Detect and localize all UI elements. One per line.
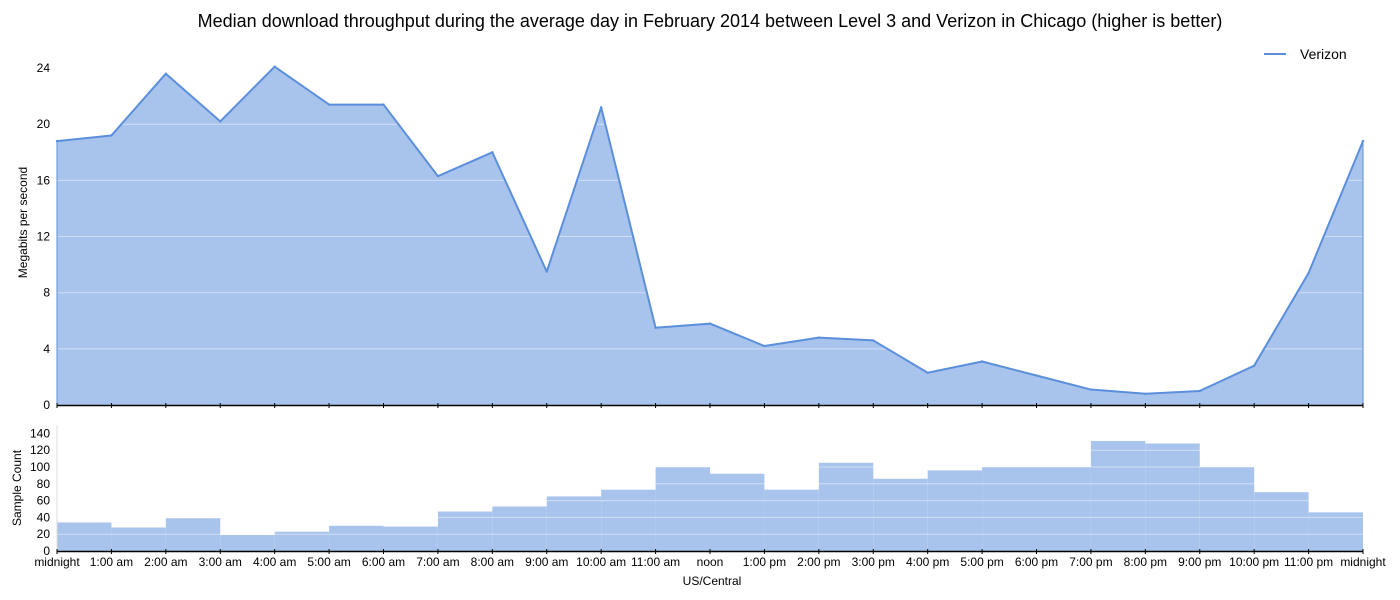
data-point — [872, 339, 875, 342]
x-tick-label: 2:00 pm — [797, 555, 840, 569]
data-point — [1252, 364, 1256, 367]
bar — [383, 526, 438, 551]
y-tick-label: 0 — [43, 398, 50, 412]
legend-label-verizon: Verizon — [1300, 46, 1347, 62]
chart-title: Median download throughput during the av… — [198, 11, 1223, 31]
bar — [57, 522, 112, 551]
x-tick-label: 8:00 am — [471, 555, 514, 569]
x-tick-label: 3:00 am — [199, 555, 242, 569]
x-tick-label: 11:00 pm — [1284, 555, 1333, 569]
data-point — [273, 65, 276, 68]
y-tick-label: 8 — [43, 286, 50, 300]
bar — [1145, 443, 1200, 551]
x-tick-label: 9:00 am — [525, 555, 568, 569]
bar — [492, 506, 547, 551]
x-tick-label: 5:00 am — [307, 555, 350, 569]
data-point — [926, 371, 929, 374]
bar — [818, 462, 874, 551]
y-axis-label: Megabits per second — [16, 167, 30, 278]
x-tick-label: 9:00 pm — [1178, 555, 1221, 569]
bar — [220, 535, 275, 551]
bar — [546, 496, 602, 551]
data-point — [1144, 392, 1147, 395]
x-tick-label: 11:00 am — [631, 555, 680, 569]
data-point — [763, 344, 766, 348]
x-tick-label: 4:00 pm — [906, 555, 949, 569]
data-point — [1089, 388, 1093, 391]
bar — [111, 527, 166, 551]
y-tick-label: 16 — [37, 173, 51, 187]
data-point — [436, 174, 440, 178]
y-tick-label: 120 — [30, 443, 50, 457]
bar — [710, 473, 765, 551]
legend: Verizon — [1264, 46, 1347, 62]
x-tick-label: 7:00 am — [416, 555, 459, 569]
data-point — [1035, 374, 1038, 377]
data-point — [110, 134, 113, 137]
x-tick-label: midnight — [34, 555, 80, 569]
x-tick-label: 10:00 am — [576, 555, 626, 569]
y-tick-label: 0 — [43, 544, 50, 558]
x-tick-label: 2:00 am — [144, 555, 187, 569]
data-point — [219, 120, 222, 123]
bar — [1090, 440, 1146, 551]
x-tick-label: 4:00 am — [253, 555, 296, 569]
x-tick-label: 10:00 pm — [1229, 555, 1279, 569]
x-tick-label: 8:00 pm — [1124, 555, 1167, 569]
x-tick-label: 1:00 pm — [743, 555, 786, 569]
bar — [1308, 512, 1363, 551]
bar — [165, 518, 221, 551]
bar — [601, 489, 656, 551]
y-tick-label: 80 — [37, 477, 51, 491]
y-tick-label: 100 — [30, 460, 50, 474]
y-axis-label: Sample Count — [10, 449, 24, 526]
x-axis-label: US/Central — [683, 574, 742, 588]
x-tick-label: midnight — [1340, 555, 1386, 569]
data-point — [817, 336, 821, 339]
x-tick-label: noon — [697, 555, 724, 569]
data-point — [708, 322, 712, 325]
bar — [1036, 467, 1091, 551]
x-tick-label: 5:00 pm — [960, 555, 1003, 569]
y-tick-label: 40 — [37, 510, 51, 524]
y-tick-label: 12 — [37, 230, 51, 244]
bar — [873, 478, 928, 551]
x-tick-label: 6:00 am — [362, 555, 405, 569]
data-point — [1198, 389, 1201, 393]
bar — [274, 531, 330, 551]
y-tick-label: 60 — [37, 494, 51, 508]
y-tick-label: 140 — [30, 426, 50, 440]
x-tick-label: 3:00 pm — [852, 555, 895, 569]
bar — [982, 467, 1037, 551]
data-point — [1307, 271, 1310, 275]
data-point — [599, 106, 603, 109]
y-tick-label: 20 — [37, 117, 51, 131]
series-area-verizon — [57, 66, 1363, 405]
y-tick-label: 20 — [37, 527, 51, 541]
x-tick-label: 6:00 pm — [1015, 555, 1058, 569]
data-point — [654, 326, 657, 329]
bar — [655, 467, 710, 551]
data-point — [545, 270, 548, 273]
x-tick-label: 7:00 pm — [1069, 555, 1112, 569]
data-point — [164, 72, 168, 75]
sample-count-panel: 0 20 40 60 80 100 120 140 Sample Count midnight 1:… — [10, 425, 1386, 588]
bar — [329, 525, 384, 551]
data-point — [980, 360, 984, 363]
bar — [927, 470, 983, 551]
data-point — [327, 103, 331, 106]
data-point — [491, 151, 494, 154]
bar — [1254, 492, 1309, 551]
y-tick-label: 24 — [37, 61, 51, 75]
y-tick-label: 4 — [43, 342, 50, 356]
data-point — [382, 103, 385, 106]
bar — [764, 489, 819, 551]
throughput-panel: 0 4 8 12 16 20 24 Megabits per second — [16, 61, 1365, 412]
bar — [437, 511, 493, 551]
bar — [1199, 467, 1255, 551]
x-tick-label: 1:00 am — [90, 555, 133, 569]
